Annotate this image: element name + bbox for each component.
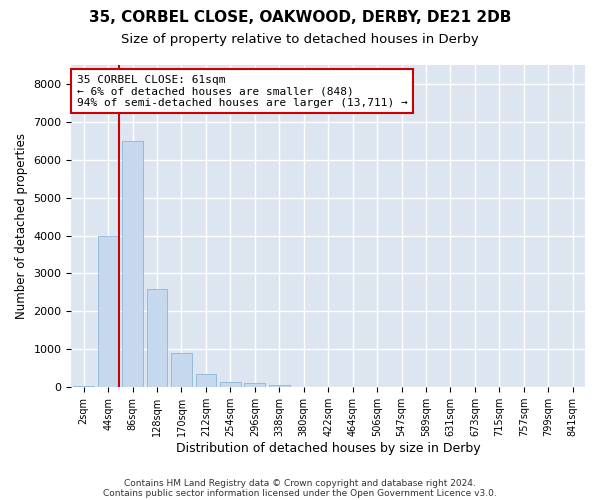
- Text: Contains HM Land Registry data © Crown copyright and database right 2024.: Contains HM Land Registry data © Crown c…: [124, 478, 476, 488]
- Bar: [146, 288, 167, 387]
- Bar: [122, 141, 143, 387]
- Y-axis label: Number of detached properties: Number of detached properties: [15, 133, 28, 319]
- Bar: [244, 384, 265, 387]
- Bar: [73, 386, 94, 387]
- Text: Size of property relative to detached houses in Derby: Size of property relative to detached ho…: [121, 32, 479, 46]
- Bar: [196, 374, 217, 387]
- Text: Contains public sector information licensed under the Open Government Licence v3: Contains public sector information licen…: [103, 488, 497, 498]
- Text: 35, CORBEL CLOSE, OAKWOOD, DERBY, DE21 2DB: 35, CORBEL CLOSE, OAKWOOD, DERBY, DE21 2…: [89, 10, 511, 25]
- Bar: [220, 382, 241, 387]
- Bar: [269, 385, 290, 387]
- Bar: [171, 353, 192, 387]
- X-axis label: Distribution of detached houses by size in Derby: Distribution of detached houses by size …: [176, 442, 481, 455]
- Bar: [98, 236, 118, 387]
- Text: 35 CORBEL CLOSE: 61sqm
← 6% of detached houses are smaller (848)
94% of semi-det: 35 CORBEL CLOSE: 61sqm ← 6% of detached …: [77, 74, 407, 108]
